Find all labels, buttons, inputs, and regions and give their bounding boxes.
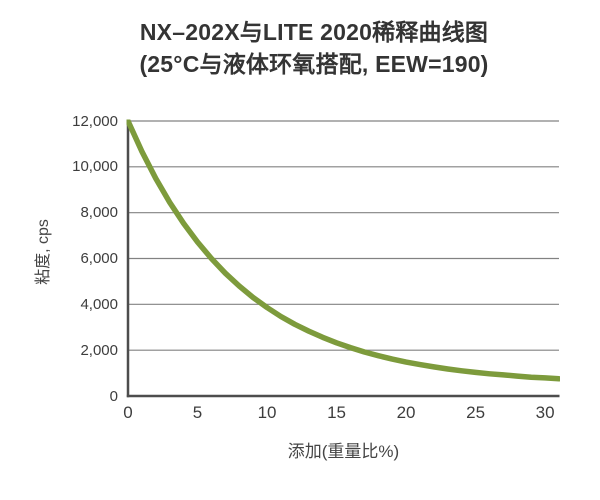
x-axis-tick-label: 20 bbox=[396, 403, 416, 422]
x-axis-tick-label: 30 bbox=[535, 403, 555, 422]
y-axis-tick-label: 2,000 bbox=[80, 341, 118, 359]
x-axis-tick-label: 10 bbox=[257, 403, 277, 422]
y-axis-tick-label: 8,000 bbox=[80, 204, 118, 222]
y-axis-tick-label: 0 bbox=[109, 387, 118, 405]
y-axis-tick-label: 10,000 bbox=[72, 158, 118, 176]
y-axis-tick-label: 12,000 bbox=[72, 112, 118, 130]
y-axis-title: 粘度, cps bbox=[35, 219, 52, 285]
x-axis-tick-label: 25 bbox=[466, 403, 486, 422]
x-axis-tick-label: 0 bbox=[123, 403, 133, 422]
chart-title-line-1: NX–202X与LITE 2020稀释曲线图 bbox=[139, 19, 489, 45]
x-axis-tick-label: 15 bbox=[327, 403, 346, 422]
x-axis-title: 添加(重量比%) bbox=[287, 442, 400, 461]
x-axis-tick-label: 5 bbox=[192, 403, 203, 422]
chart-title: NX–202X与LITE 2020稀释曲线图 (25°C与液体环氧搭配, EEW… bbox=[0, 16, 600, 80]
chart-title-line-2: (25°C与液体环氧搭配, EEW=190) bbox=[139, 51, 489, 77]
y-axis-tick-label: 6,000 bbox=[80, 250, 118, 267]
dilution-curve bbox=[126, 119, 560, 382]
y-axis-tick-label: 4,000 bbox=[80, 295, 118, 313]
